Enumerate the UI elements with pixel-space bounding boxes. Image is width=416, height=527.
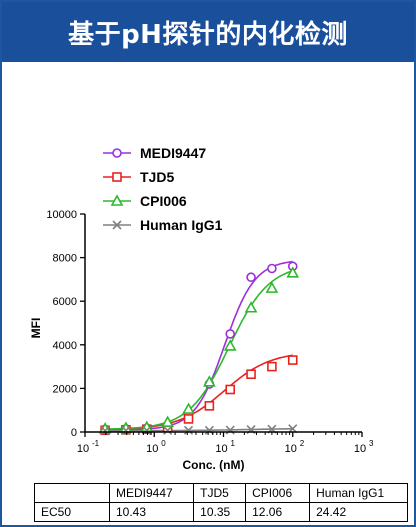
table-header-cell: TJD5 [193,483,247,503]
data-point [100,426,110,436]
table-header-cell [34,483,110,503]
legend-label: Human IgG1 [140,217,223,233]
table-header-cell: CPI006 [245,483,311,503]
x-tick-label: 10 [285,443,297,455]
data-point [225,329,236,339]
fit-curves [105,260,293,432]
x-marker-stroke [121,425,131,436]
table-cell: 10.35 [193,502,247,522]
x-marker-stroke [100,426,110,436]
data-point [203,375,216,387]
x-tick-label: 10 [354,443,366,455]
x-marker-stroke [183,425,194,435]
data-point [246,272,256,283]
y-tick-label: 4000 [53,340,77,352]
table-cell: 10.43 [108,502,195,522]
legend-marker [112,172,122,182]
legend-marker [112,148,122,158]
data-point [182,402,195,414]
legend-label: TJD5 [140,169,174,185]
chart-legend: MEDI9447 TJD5 CPI006 Human IgG1 [103,145,223,233]
legend-label: CPI006 [140,193,187,209]
data-point [163,425,173,436]
table-cell: EC50 [34,502,110,522]
y-tick-label: 10000 [46,209,77,221]
data-point [204,401,215,411]
legend-label: MEDI9447 [140,145,206,161]
data-point [246,369,256,380]
data-point [244,301,258,313]
x-tick-label: 10 [146,443,158,455]
fit-curve-cpi006 [105,270,293,430]
x-tick-label-exponent: 0 [161,439,166,448]
data-point [204,425,214,435]
data-point [265,281,279,293]
legend-marker [110,194,124,206]
ec50-table-row: EC50 10.43 10.35 12.06 24.42 [34,502,408,522]
data-point [183,414,194,424]
table-cell: 24.42 [309,502,408,522]
x-tick-label-exponent: 2 [300,439,305,448]
x-marker-stroke [142,425,152,436]
x-tick-label: 10 [215,443,227,455]
table-header-cell: Human IgG1 [309,483,408,503]
data-point [225,384,236,395]
y-tick-label: 6000 [53,296,77,308]
data-point [142,425,152,436]
data-point [267,361,277,372]
y-tick-label: 8000 [53,253,77,265]
x-marker-stroke [112,220,122,230]
data-point [161,415,174,427]
y-axis-title: MFI [29,318,43,339]
x-tick-label: 10 [77,443,89,455]
x-tick-label-exponent: -1 [92,439,100,448]
page-title: 基于pH探针的内化检测 [68,19,348,50]
ec50-table-header-row: MEDI9447 TJD5 CPI006 Human IgG1 [34,483,408,503]
fit-curve-medi9447 [105,260,293,431]
data-point [223,339,237,351]
fit-curve-tjd5 [105,354,293,431]
x-tick-label-exponent: 1 [231,439,236,448]
data-points [98,261,300,436]
data-point [121,425,131,436]
x-marker-stroke [163,425,173,436]
x-tick-label-exponent: 3 [369,439,374,448]
table-header-cell: MEDI9447 [108,483,195,503]
data-point [286,266,300,278]
data-point [287,355,298,365]
y-tick-label: 0 [71,427,77,439]
x-marker-stroke [204,425,214,435]
legend-marker [112,220,122,230]
data-point [267,263,277,274]
data-point [183,425,194,435]
title-banner: 基于pH探针的内化检测 [2,2,414,62]
y-tick-label: 2000 [53,383,77,395]
table-cell: 12.06 [245,502,311,522]
x-axis-title: Conc. (nM) [183,458,245,472]
ec50-table: MEDI9447 TJD5 CPI006 Human IgG1 EC50 10.… [34,483,408,522]
fit-curve-human-igg1 [105,428,293,432]
